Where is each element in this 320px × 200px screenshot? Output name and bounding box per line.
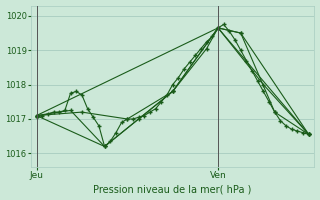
X-axis label: Pression niveau de la mer( hPa ): Pression niveau de la mer( hPa )	[93, 184, 252, 194]
